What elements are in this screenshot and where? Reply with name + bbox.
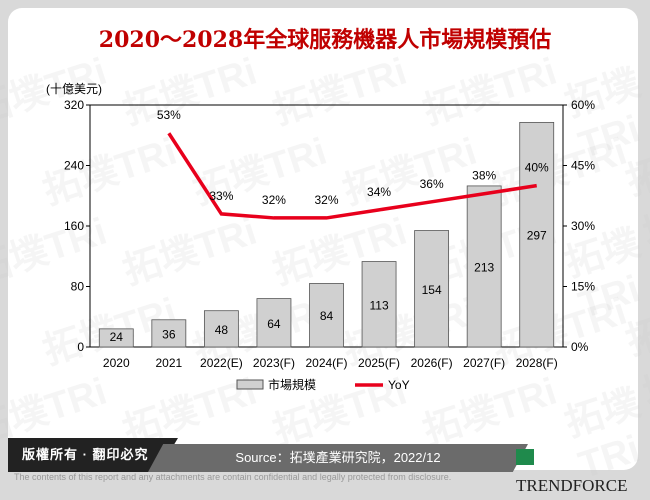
legend-bar-swatch [236, 379, 264, 390]
x-tick-label: 2022(E) [200, 356, 243, 370]
y-tick-label: 80 [71, 280, 85, 294]
copyright: 版權所有 · 翻印必究 [8, 438, 178, 472]
x-tick-label: 2021 [155, 356, 182, 370]
source: Source：拓墣產業研究院，2022/12 [148, 444, 528, 472]
bar [98, 328, 134, 348]
y2-tick-label: 45% [571, 159, 595, 173]
legend-line-label: YoY [388, 378, 410, 392]
y2-tick-label: 60% [571, 98, 595, 112]
bar [203, 310, 239, 348]
chart: (十億美元) 0 80 160 240 320 0% 15% 30% 45% 60% 24 2020 36… [46, 82, 595, 392]
y-tick-label: 160 [64, 219, 84, 233]
x-tick-label: 2028(F) [516, 356, 558, 370]
yoy-label: 33% [209, 189, 233, 203]
bar-label: 24 [110, 330, 124, 344]
bar-label: 36 [162, 327, 176, 341]
bar-label: 64 [267, 317, 281, 331]
disclaimer: The contents of this report and any atta… [14, 472, 452, 482]
bar-label: 113 [369, 298, 388, 312]
bar-label: 213 [474, 260, 494, 274]
y-tick-label: 240 [64, 159, 84, 173]
bar [309, 283, 344, 348]
bar [466, 185, 502, 348]
bar-label: 297 [527, 229, 547, 243]
y2-tick-label: 30% [571, 219, 595, 233]
y2-tick-label: 0% [571, 340, 589, 354]
x-tick-label: 2020 [103, 356, 130, 370]
logo-icon [516, 449, 534, 465]
chart-title: 2020～2028年全球服務機器人市場規模預估 [98, 27, 552, 53]
bar-label: 84 [320, 309, 334, 323]
yoy-label: 36% [420, 177, 444, 191]
x-tick-label: 2027(F) [463, 356, 505, 370]
y2-tick-label: 15% [571, 280, 595, 294]
y-axis-label: (十億美元) [46, 82, 102, 96]
bar [151, 319, 187, 348]
yoy-label: 34% [367, 185, 391, 199]
yoy-label: 40% [525, 161, 549, 175]
x-tick-label: 2024(F) [305, 356, 347, 370]
trendforce-logo: TRENDFORCE [516, 444, 638, 500]
footer: 版權所有 · 翻印必究 Source：拓墣產業研究院，2022/12 TREND… [8, 438, 638, 495]
bar [519, 121, 555, 348]
y-tick-label: 320 [64, 98, 84, 112]
bar-label: 48 [215, 323, 229, 337]
legend-bar-label: 市場規模 [268, 377, 316, 392]
yoy-label: 38% [472, 169, 496, 183]
yoy-label: 32% [262, 193, 286, 207]
x-tick-label: 2026(F) [411, 356, 453, 370]
yoy-line [167, 132, 537, 220]
bar [361, 261, 397, 348]
yoy-label: 53% [157, 108, 181, 122]
x-tick-label: 2025(F) [358, 356, 400, 370]
bar [414, 230, 450, 348]
yoy-label: 32% [314, 193, 338, 207]
bar-label: 154 [422, 283, 442, 297]
x-tick-label: 2023(F) [253, 356, 295, 370]
y-tick-label: 0 [77, 340, 84, 354]
bar [256, 298, 292, 348]
